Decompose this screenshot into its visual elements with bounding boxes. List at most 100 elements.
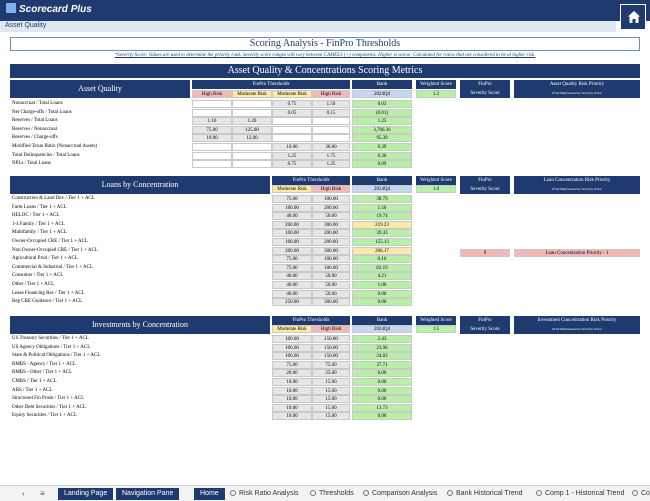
tab-scroll-left-icon[interactable]: ‹	[22, 489, 25, 498]
tab-icon	[447, 490, 453, 496]
loans-sub-moderate-risk: Moderate Risk	[272, 185, 312, 193]
threshold-cell: 100.00	[312, 264, 350, 272]
bank-value: 0.00	[352, 290, 412, 298]
threshold-cell: 100.00	[272, 229, 312, 237]
bank-value: 0.00	[352, 378, 412, 386]
threshold-cell: 10.00	[272, 395, 312, 403]
threshold-cell	[272, 117, 312, 125]
bank-value: 219.23	[352, 221, 412, 229]
threshold-cell: 1.50	[312, 100, 350, 108]
asset-quality-heading: Asset Quality	[10, 80, 190, 98]
row-label: ABS / Tier 1 + ACL	[12, 388, 53, 393]
bank-value: 0.03	[352, 100, 412, 108]
asset-weighted-header: Weighted Score	[416, 80, 456, 89]
loans-weighted-score: 1.0	[416, 185, 456, 193]
threshold-cell: 15.00	[312, 395, 350, 403]
invest-bank-header: Bank	[352, 316, 412, 325]
tab-comparison-analysis[interactable]: Comparison Analysis	[357, 488, 443, 500]
threshold-cell	[232, 100, 272, 108]
tab-overflow[interactable]: Co	[626, 488, 650, 500]
bank-value: 1.25	[352, 117, 412, 125]
tab-navigation-pane[interactable]: Navigation Pane	[116, 488, 180, 500]
row-label: Commercial & Industrial / Tier 1 + ACL	[12, 265, 94, 270]
row-label: Modified Texas Ratio (Nonaccrual Assets)	[12, 144, 98, 149]
tab-icon	[230, 490, 236, 496]
row-label: State & Political Obligations / Tier 1 +…	[12, 353, 101, 358]
threshold-cell: 15.00	[312, 412, 350, 420]
tab-thresholds[interactable]: Thresholds	[304, 488, 360, 500]
threshold-cell: 30.00	[312, 143, 350, 151]
threshold-cell: 0.75	[272, 160, 312, 168]
bank-value: 0.00	[352, 387, 412, 395]
threshold-cell	[312, 117, 350, 125]
tab-list-icon[interactable]: ≡	[40, 489, 45, 498]
asset-weighted-score: 1.2	[416, 90, 456, 98]
threshold-cell: 12.00	[232, 134, 272, 142]
threshold-cell: 50.00	[312, 281, 350, 289]
asset-priority-header: Asset Quality Risk Priority	[514, 80, 640, 89]
threshold-cell: 1.25	[312, 160, 350, 168]
asset-bank-header: Bank	[352, 80, 412, 89]
tab-home[interactable]: Home	[194, 488, 225, 500]
threshold-cell: 200.00	[272, 247, 312, 255]
bank-value: 1.00	[352, 281, 412, 289]
breadcrumb-label: Asset Quality	[5, 22, 47, 29]
severity-note: *Severity Score: Values are used to dete…	[114, 53, 536, 58]
threshold-cell: 100.00	[272, 335, 312, 343]
bank-value: 38.79	[352, 195, 412, 203]
threshold-cell: 1.20	[232, 117, 272, 125]
row-label: HELOC / Tier 1 + ACL	[12, 213, 60, 218]
bank-value: 37.71	[352, 361, 412, 369]
tab-landing-page[interactable]: Landing Page	[58, 488, 114, 500]
app-header: Scorecard Plus	[0, 0, 650, 21]
row-label: Consumer / Tier 1 + ACL	[12, 273, 64, 278]
bank-value: 23.96	[352, 344, 412, 352]
bank-value: 0.09	[352, 160, 412, 168]
invest-sub-moderate-risk: Moderate Risk	[272, 325, 312, 333]
threshold-cell: 75.00	[272, 264, 312, 272]
bank-value: 0.39	[352, 143, 412, 151]
threshold-cell: 200.00	[272, 221, 312, 229]
bank-value: 95.39	[352, 134, 412, 142]
threshold-cell	[192, 143, 232, 151]
threshold-cell: 150.00	[312, 335, 350, 343]
threshold-cell	[312, 126, 350, 134]
threshold-cell: 100.00	[312, 255, 350, 263]
threshold-cell: 100.00	[272, 238, 312, 246]
row-label: 1-4 Family / Tier 1 + ACL	[12, 222, 65, 227]
asset-priority-note[interactable]: Prioritized based on Severity Score	[514, 89, 640, 98]
loans-flag-priority: Loan Concentration Priority - 1	[514, 249, 640, 257]
asset-bank-period: 2024Q4	[352, 90, 412, 98]
threshold-cell: 10.00	[192, 134, 232, 142]
loans-priority-note[interactable]: Prioritized based on Severity Score	[514, 185, 640, 194]
bank-value: 2.43	[352, 335, 412, 343]
threshold-cell: 250.00	[272, 298, 312, 306]
bank-value: 206.17	[352, 247, 412, 255]
bank-value: 3,766.36	[352, 126, 412, 134]
threshold-cell: 0.15	[312, 109, 350, 117]
home-button[interactable]	[620, 4, 646, 30]
threshold-cell: 100.00	[272, 344, 312, 352]
invest-weighted-score: 1.5	[416, 325, 456, 333]
row-label: Non Owner-Occupied CRE / Tier 1 + ACL	[12, 248, 98, 253]
threshold-cell: 1.25	[272, 152, 312, 160]
row-label: US Agency Obligations / Tier 1 + ACL	[12, 345, 91, 350]
threshold-cell: 75.00	[272, 361, 312, 369]
threshold-cell: 25.00	[312, 369, 350, 377]
invest-bank-period: 2024Q4	[352, 325, 412, 333]
bank-value: 0.00	[352, 412, 412, 420]
threshold-cell: 125.00	[232, 126, 272, 134]
loans-flag-severity: 9	[460, 249, 510, 257]
threshold-cell: 100.00	[272, 352, 312, 360]
tab-risk-ratio-analysis[interactable]: Risk Ratio Analysis	[224, 488, 305, 500]
logo-icon	[6, 3, 16, 13]
bank-value: 0.00	[352, 395, 412, 403]
threshold-cell: 10.00	[272, 143, 312, 151]
row-label: Structured Fin Prods / Tier 1 + ACL	[12, 396, 85, 401]
breadcrumb: Asset Quality	[0, 21, 616, 32]
threshold-cell: 75.00	[312, 361, 350, 369]
loans-severity-header: Severity Score	[460, 185, 510, 194]
tab-bank-historical-trend[interactable]: Bank Historical Trend	[441, 488, 529, 500]
tab-comp-1-historical-trend[interactable]: Comp 1 - Historical Trend	[530, 488, 630, 500]
invest-priority-note[interactable]: Prioritized based on Severity Score	[514, 325, 640, 334]
